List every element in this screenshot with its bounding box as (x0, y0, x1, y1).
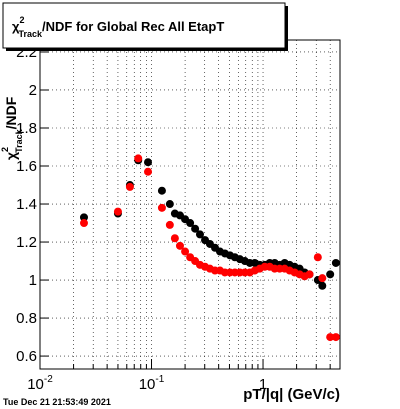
point (326, 333, 335, 342)
x-tick-exponent: -2 (44, 374, 53, 385)
x-tick-label: 10-1 (139, 374, 165, 393)
y-tick-label: 1 (29, 272, 37, 289)
point (331, 333, 340, 342)
y-tick-label: 1.6 (16, 158, 37, 175)
point (79, 219, 88, 228)
grid (39, 40, 340, 369)
y-tick-label: 0.6 (16, 348, 37, 365)
x-tick-label: 1 (259, 376, 267, 393)
y-tick-label: 1.8 (16, 120, 37, 137)
point (305, 270, 314, 279)
point (175, 241, 184, 250)
point (165, 220, 174, 229)
x-tick-base: 10 (139, 376, 156, 393)
y-tick-label: 2 (29, 82, 37, 99)
timestamp: Tue Dec 21 21:53:49 2021 (3, 397, 111, 407)
y-label-sub: Track (14, 128, 24, 153)
y-tick-label: 0.8 (16, 310, 37, 327)
point (326, 270, 335, 279)
point (157, 203, 166, 212)
marks (79, 154, 340, 342)
title-sup: 2 (19, 15, 24, 25)
point (181, 247, 190, 256)
point (331, 258, 340, 267)
y-label-symbol: χ (3, 152, 19, 160)
point (144, 158, 153, 167)
ticks: 10-2 10-1 10.60.811.21.41.61.822.2 (16, 44, 331, 393)
title-box (2, 2, 286, 49)
y-tick-label: 1.2 (16, 234, 37, 251)
x-tick-label: 10-2 (27, 374, 53, 393)
point (113, 207, 122, 216)
chart-title: χ2 Track/NDF for Global Rec All EtapT (12, 15, 224, 39)
x-axis-label: pT/|q| (GeV/c) (243, 386, 340, 403)
y-axis-label: χ2 Track/NDF (0, 96, 24, 160)
point (191, 224, 200, 233)
point (318, 281, 327, 290)
x-tick-base: 10 (27, 376, 44, 393)
point (170, 234, 179, 243)
point (186, 219, 195, 228)
point (195, 230, 204, 239)
title-text: /NDF for Global Rec All EtapT (42, 19, 224, 34)
y-label-text: /NDF (3, 96, 19, 129)
point (165, 200, 174, 209)
point (313, 253, 322, 262)
point (125, 182, 134, 191)
point (144, 167, 153, 176)
point (157, 186, 166, 195)
title-symbol: χ (12, 19, 20, 34)
point (134, 154, 143, 163)
point (318, 274, 327, 283)
title-sub: Track (19, 29, 44, 39)
y-label-sup: 2 (0, 147, 10, 152)
x-tick-exponent: -1 (155, 374, 164, 385)
y-tick-label: 1.4 (16, 196, 37, 213)
point (79, 213, 88, 222)
